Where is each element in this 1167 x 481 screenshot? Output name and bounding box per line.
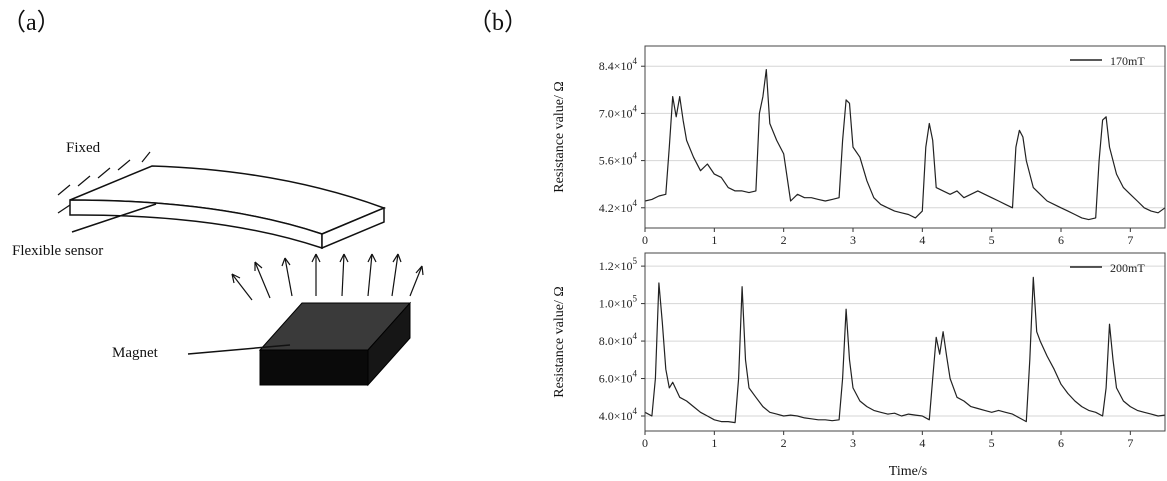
x-tick-label: 6 — [1058, 436, 1064, 450]
x-tick-label: 7 — [1127, 436, 1133, 450]
schematic-diagram — [57, 151, 424, 301]
y-tick-exponent: 4 — [633, 151, 638, 161]
x-tick-label: 7 — [1127, 233, 1133, 247]
y-tick-exponent: 5 — [633, 294, 638, 304]
x-tick-label: 0 — [642, 233, 648, 247]
y-tick-label: 4.2×104 — [599, 198, 638, 215]
y-tick-exponent: 5 — [633, 256, 638, 266]
x-tick-label: 3 — [850, 233, 856, 247]
panel-a-label: （a） — [2, 10, 61, 36]
fixed-hatch-marks — [57, 151, 151, 214]
y-tick-exponent: 4 — [633, 103, 638, 113]
y-tick-exponent: 4 — [633, 331, 638, 341]
y-tick-label: 1.0×105 — [599, 294, 638, 311]
legend-label: 200mT — [1110, 261, 1145, 275]
y-tick-label: 5.6×104 — [599, 151, 638, 168]
chart-170mT: 4.2×104 5.6×104 7.0×104 8.4×104 0 1 2 3 4 5 6 7 170m… — [552, 45, 1166, 247]
y-tick-label: 8.4×104 — [599, 56, 638, 73]
x-tick-label: 6 — [1058, 233, 1064, 247]
y-tick-label: 1.2×105 — [599, 256, 638, 273]
y-tick-label: 6.0×104 — [599, 369, 638, 386]
x-tick-label: 5 — [989, 233, 995, 247]
x-tick-label: 1 — [711, 436, 717, 450]
x-tick-label: 3 — [850, 436, 856, 450]
magnet-block — [258, 301, 412, 387]
x-tick-label: 1 — [711, 233, 717, 247]
series-line-200mT — [644, 276, 1166, 424]
y-tick-label: 7.0×104 — [599, 103, 638, 120]
y-tick-exponent: 4 — [633, 369, 638, 379]
y-tick-exponent: 4 — [633, 198, 638, 208]
x-tick-label: 5 — [989, 436, 995, 450]
y-tick-exponent: 4 — [633, 56, 638, 66]
flexible-sensor-end — [321, 206, 385, 250]
legend-label: 170mT — [1110, 54, 1145, 68]
y-tick-label: 4.0×104 — [599, 406, 638, 423]
y-axis-label: Resistance value/ Ω — [552, 286, 567, 397]
fixed-label: Fixed — [66, 140, 101, 156]
x-tick-label: 4 — [919, 233, 925, 247]
plot-frame — [644, 252, 1166, 432]
x-tick-label: 2 — [781, 436, 787, 450]
flexible-sensor-label: Flexible sensor — [12, 243, 103, 259]
y-tick-label: 8.0×104 — [599, 331, 638, 348]
chart-200mT: 4.0×104 6.0×104 8.0×104 1.0×105 1.2×105 0 1 2 3 4… — [552, 252, 1166, 450]
panel-b-label: （b） — [468, 10, 528, 36]
magnetic-field-arrows — [231, 253, 424, 301]
y-tick-exponent: 4 — [633, 406, 638, 416]
x-tick-label: 0 — [642, 436, 648, 450]
x-tick-label: 2 — [781, 233, 787, 247]
sensor-pointer — [71, 203, 157, 233]
y-axis-label: Resistance value/ Ω — [552, 81, 567, 192]
x-axis-label: Time/s — [889, 464, 927, 479]
magnet-pointer — [187, 344, 291, 355]
plot-frame — [644, 45, 1166, 229]
x-tick-label: 4 — [919, 436, 925, 450]
magnet-label: Magnet — [112, 345, 159, 361]
series-line-170mT — [644, 68, 1166, 221]
